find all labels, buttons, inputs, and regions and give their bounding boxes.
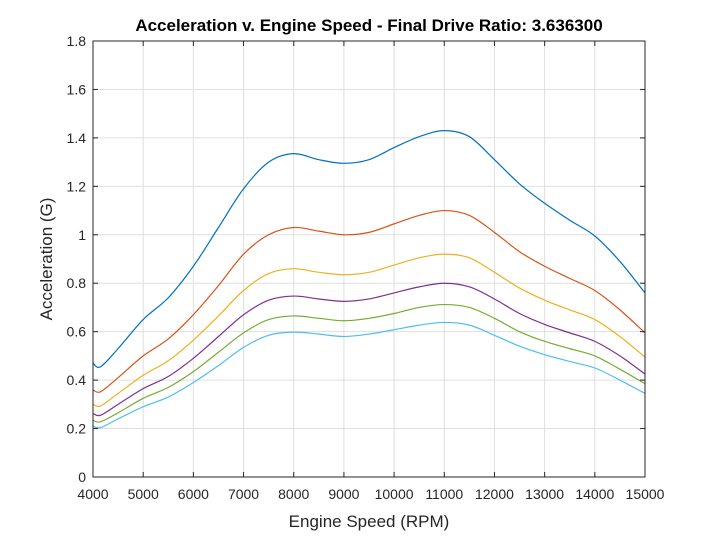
y-tick-label: 1 <box>78 227 86 243</box>
x-tick-labels: 4000 5000 6000 7000 8000 9000 10000 11000 12000 1… <box>77 486 664 502</box>
series-line-3 <box>92 253 646 408</box>
x-tick-label: 10000 <box>375 486 414 502</box>
y-tick-label: 0.4 <box>67 372 87 388</box>
y-axis-label: Acceleration (G) <box>37 198 56 321</box>
x-tick-label: 11000 <box>425 486 463 502</box>
x-tick-label: 8000 <box>278 486 309 502</box>
x-tick-label: 7000 <box>228 486 259 502</box>
y-tick-label: 0.8 <box>67 275 87 291</box>
series-line-4 <box>92 282 646 417</box>
y-tick-label: 0 <box>78 469 86 485</box>
x-tick-label: 12000 <box>475 486 514 502</box>
x-axis-label: Engine Speed (RPM) <box>289 512 450 531</box>
y-tick-label: 1.8 <box>67 33 87 49</box>
series-lines <box>92 130 646 429</box>
x-tick-label: 6000 <box>178 486 209 502</box>
y-tick-label: 1.6 <box>67 81 87 97</box>
x-tick-label: 9000 <box>328 486 359 502</box>
series-line-6 <box>92 321 646 429</box>
plot-box <box>92 40 646 478</box>
series-line-1 <box>92 130 646 368</box>
series-line-2 <box>92 209 646 393</box>
x-tick-label: 14000 <box>575 486 614 502</box>
y-tick-label: 1.4 <box>67 130 87 146</box>
x-tick-label: 13000 <box>525 486 564 502</box>
x-tick-label: 15000 <box>626 486 665 502</box>
tick-marks <box>92 40 646 478</box>
y-tick-label: 1.2 <box>67 178 87 194</box>
y-tick-label: 0.2 <box>67 421 87 437</box>
y-tick-labels: 0 0.2 0.4 0.6 0.8 1 1.2 1.4 1.6 1.8 <box>67 33 87 485</box>
x-tick-label: 5000 <box>128 486 159 502</box>
series-line-5 <box>92 303 646 423</box>
plot-area-background <box>93 41 645 477</box>
chart-title: Acceleration v. Engine Speed - Final Dri… <box>135 16 602 35</box>
x-tick-label: 4000 <box>77 486 108 502</box>
y-tick-label: 0.6 <box>67 324 87 340</box>
